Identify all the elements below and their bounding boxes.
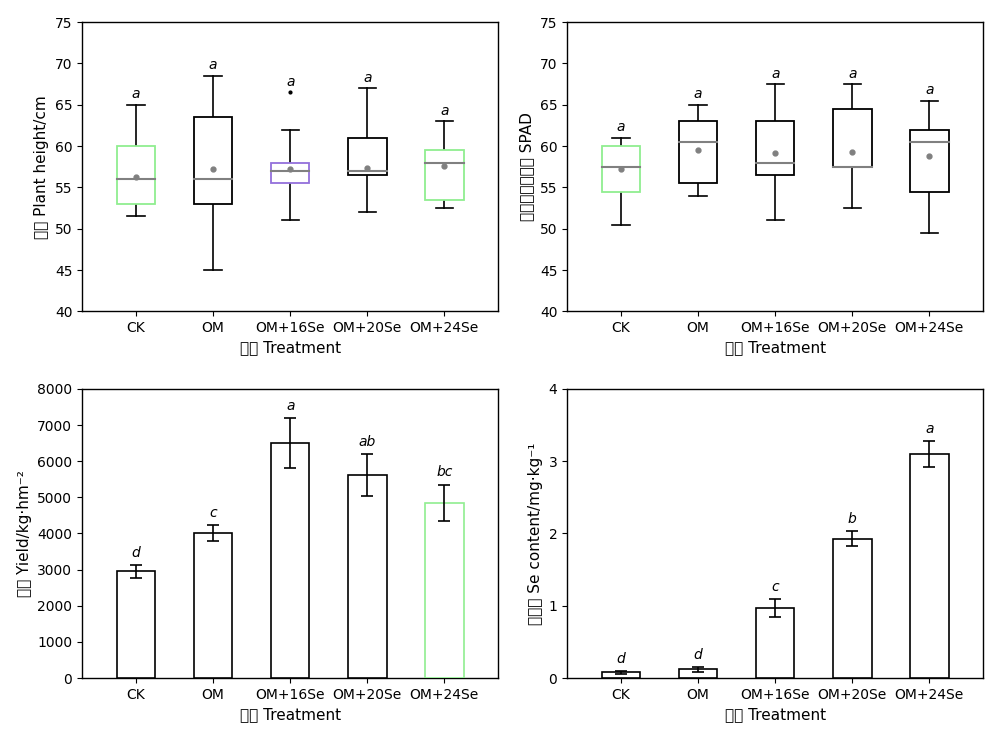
Bar (425, 503, 464, 678)
Bar (348, 475, 387, 678)
Text: a: a (925, 84, 934, 98)
Bar (348, 138, 387, 175)
Text: a: a (617, 120, 625, 134)
Bar (833, 539, 872, 678)
Text: d: d (617, 652, 625, 666)
Text: a: a (209, 58, 217, 72)
Bar (756, 608, 794, 678)
Bar (833, 109, 872, 167)
Bar (910, 454, 949, 678)
Text: b: b (848, 512, 857, 526)
Y-axis label: 产量 Yield/kg·hm⁻²: 产量 Yield/kg·hm⁻² (17, 470, 32, 597)
Text: c: c (771, 580, 779, 594)
X-axis label: 处理 Treatment: 处理 Treatment (240, 707, 341, 722)
Text: d: d (694, 648, 702, 662)
Bar (756, 121, 794, 175)
Y-axis label: 叶绿素相对含量 SPAD: 叶绿素相对含量 SPAD (519, 112, 534, 221)
Text: a: a (286, 75, 294, 89)
Text: a: a (286, 398, 294, 412)
Bar (271, 163, 309, 183)
Text: a: a (363, 71, 372, 85)
Y-axis label: 株高 Plant height/cm: 株高 Plant height/cm (34, 95, 49, 239)
Bar (679, 121, 717, 183)
X-axis label: 处理 Treatment: 处理 Treatment (725, 341, 826, 355)
Text: a: a (925, 422, 934, 436)
Bar (117, 146, 155, 204)
Bar (194, 533, 232, 678)
Y-axis label: 硒含量 Se content/mg·kg⁻¹: 硒含量 Se content/mg·kg⁻¹ (528, 442, 543, 624)
Text: bc: bc (436, 466, 453, 480)
Bar (602, 146, 640, 191)
X-axis label: 处理 Treatment: 处理 Treatment (240, 341, 341, 355)
Text: a: a (132, 87, 140, 101)
Text: a: a (440, 104, 449, 118)
Bar (194, 118, 232, 204)
Text: c: c (209, 505, 217, 520)
Bar (679, 670, 717, 678)
Text: ab: ab (359, 435, 376, 449)
Text: a: a (848, 67, 857, 81)
Text: d: d (132, 546, 140, 560)
X-axis label: 处理 Treatment: 处理 Treatment (725, 707, 826, 722)
Bar (271, 443, 309, 678)
Text: a: a (771, 67, 779, 81)
Bar (910, 129, 949, 191)
Bar (425, 150, 464, 200)
Bar (117, 571, 155, 678)
Text: a: a (694, 87, 702, 101)
Bar (602, 672, 640, 678)
